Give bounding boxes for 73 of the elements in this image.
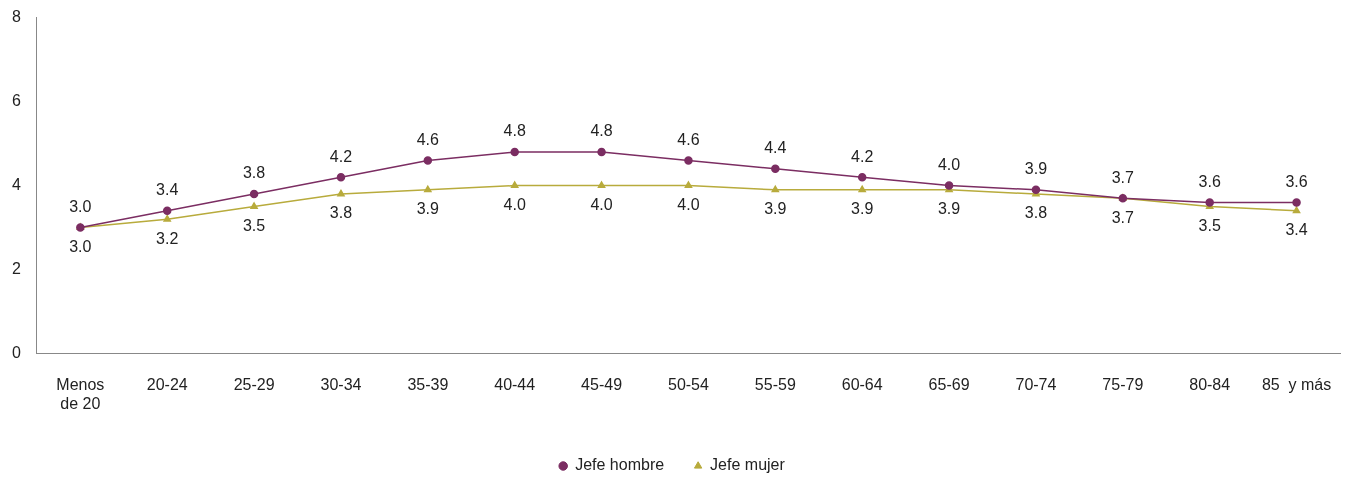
point — [162, 206, 172, 216]
data-label: 3.9 — [851, 200, 874, 218]
point — [1292, 198, 1301, 207]
y-tick-label: 4 — [11, 176, 21, 194]
data-label: 3.7 — [1111, 168, 1135, 186]
point — [771, 164, 780, 174]
point — [336, 172, 346, 182]
point — [337, 189, 345, 197]
data-label: 3.8 — [242, 164, 266, 182]
data-label: 3.2 — [156, 229, 179, 247]
point — [424, 185, 432, 193]
point — [250, 202, 258, 210]
x-tick-label: 25-29 — [233, 375, 275, 393]
data-label: 3.8 — [329, 204, 353, 222]
data-label: 4.0 — [937, 156, 961, 174]
x-tick-label: 85 y más — [1261, 375, 1332, 393]
point — [684, 181, 693, 189]
data-label: 4.0 — [503, 196, 526, 214]
x-tick-label: 35-39 — [407, 375, 449, 393]
data-label: 4.0 — [677, 196, 700, 214]
data-label: 4.8 — [503, 122, 526, 140]
point — [423, 156, 433, 165]
point — [684, 156, 693, 165]
data-label: 3.4 — [156, 181, 179, 199]
data-label: 4.4 — [764, 139, 787, 157]
y-tick-label: 2 — [11, 260, 21, 278]
data-label: 3.6 — [1198, 172, 1221, 190]
point — [1292, 206, 1301, 214]
data-label: 4.2 — [329, 147, 353, 165]
point — [1031, 185, 1041, 195]
data-label: 3.9 — [416, 200, 440, 218]
point — [163, 214, 171, 222]
legend-label: Jefe mujer — [710, 456, 786, 474]
data-label: 3.0 — [69, 238, 92, 256]
data-label: 3.8 — [1024, 204, 1048, 222]
data-label: 3.9 — [1024, 160, 1048, 178]
x-tick-label: 55-59 — [754, 375, 796, 393]
x-tick-label: 45-49 — [581, 375, 623, 393]
y-tick-label: 0 — [11, 344, 21, 362]
data-label: 4.6 — [416, 130, 440, 148]
x-tick-label: 50-54 — [667, 375, 710, 393]
y-tick-label: 8 — [11, 8, 21, 26]
legend-label: Jefe hombre — [575, 456, 665, 474]
x-tick-label: 60-64 — [841, 375, 883, 393]
point — [597, 181, 606, 189]
point — [510, 147, 519, 157]
point — [510, 181, 519, 189]
data-label: 3.9 — [764, 200, 787, 218]
data-label: 3.5 — [242, 217, 266, 235]
x-tick-label: 70-74 — [1015, 375, 1057, 393]
data-label: 4.2 — [851, 147, 874, 165]
point — [597, 147, 606, 157]
point — [858, 185, 866, 193]
data-label: 3.6 — [1285, 172, 1308, 190]
data-label: 3.5 — [1198, 217, 1221, 235]
data-label: 4.0 — [590, 196, 613, 214]
point — [249, 189, 259, 199]
x-tick-label: 65-69 — [928, 375, 970, 393]
x-tick-label: 75-79 — [1102, 375, 1144, 393]
x-tick-label: 20-24 — [146, 375, 188, 393]
point — [771, 185, 780, 193]
data-label: 3.0 — [69, 198, 92, 216]
point — [857, 172, 867, 182]
data-label: 4.8 — [590, 122, 613, 140]
x-tick-label: 30-34 — [320, 375, 362, 393]
data-label: 3.7 — [1111, 208, 1135, 226]
x-tick-label: Menos de 20 — [56, 375, 105, 412]
data-label: 3.9 — [937, 200, 961, 218]
y-tick-label: 6 — [11, 92, 21, 110]
data-label: 4.6 — [677, 130, 700, 148]
data-label: 3.4 — [1285, 221, 1308, 239]
x-tick-label: 80-84 — [1189, 375, 1231, 393]
x-tick-label: 40-44 — [494, 375, 536, 393]
